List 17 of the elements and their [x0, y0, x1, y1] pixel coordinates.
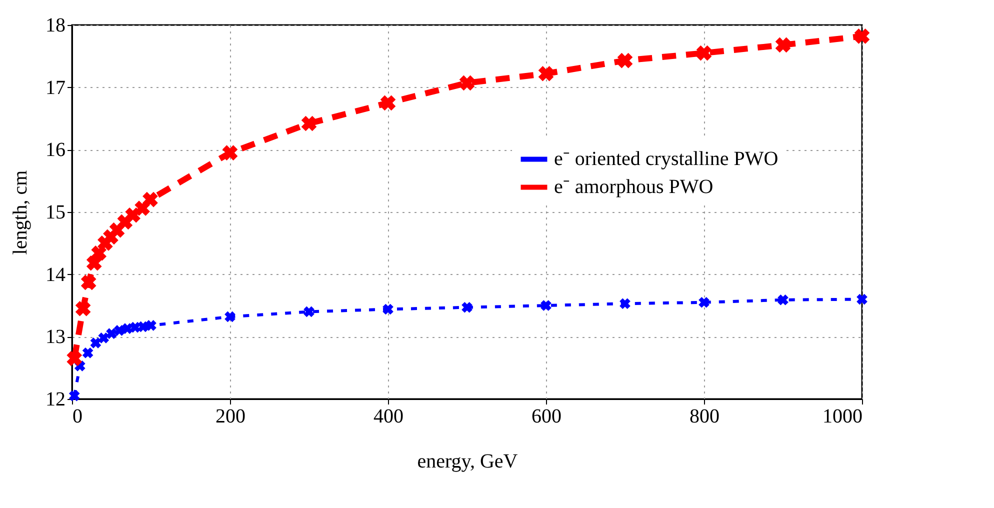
x-axis-title: energy, GeV	[417, 450, 518, 472]
x-tick-label: 800	[690, 406, 720, 428]
y-tick-label: 17	[46, 76, 66, 99]
legend-label: e⁻ oriented crystalline PWO	[554, 148, 778, 170]
y-tick-label: 13	[46, 326, 66, 348]
y-tick-label: 14	[46, 264, 66, 286]
y-tick-label: 15	[46, 202, 66, 224]
x-tick-label: 400	[374, 406, 404, 428]
y-axis-title: length, cm	[10, 170, 32, 255]
y-tick-label: 18	[46, 14, 66, 36]
x-tick-label: 200	[216, 406, 246, 428]
x-tick-label: 600	[532, 406, 562, 428]
y-tick-label: 16	[46, 139, 66, 162]
x-tick-label: 0	[72, 406, 82, 428]
legend-label: e⁻ amorphous PWO	[554, 176, 714, 198]
y-tick-label: 12	[46, 388, 66, 410]
x-tick-label: 1000	[822, 406, 862, 428]
